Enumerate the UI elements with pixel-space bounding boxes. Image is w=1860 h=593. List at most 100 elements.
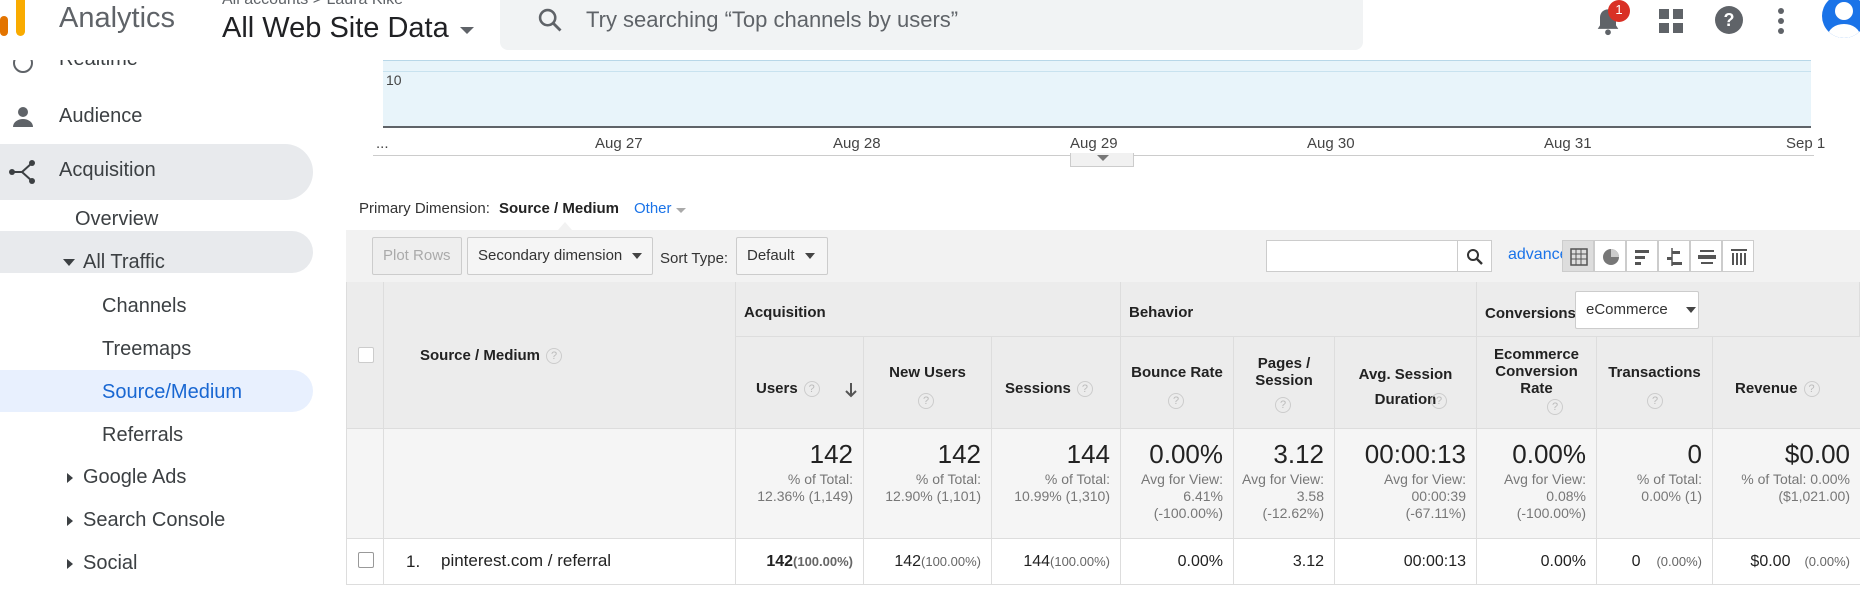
total-pages-session: 3.12 Avg for View: 3.58 (-12.62%) xyxy=(1234,429,1335,539)
apps-icon[interactable] xyxy=(1658,8,1684,34)
table-search-button[interactable] xyxy=(1458,240,1492,272)
help-icon[interactable]: ? xyxy=(1431,393,1447,409)
help-icon[interactable]: ? xyxy=(1076,381,1093,398)
sidebar-item-channels[interactable]: Channels xyxy=(102,295,187,317)
row-value: 142 xyxy=(894,553,922,570)
dimension-header[interactable]: Source / Medium? xyxy=(420,347,563,365)
col-ecommerce-conversion-rate[interactable]: Ecommerce Conversion Rate ? xyxy=(1477,337,1597,429)
search-icon xyxy=(538,8,562,32)
col-users-label-wrap: Users? xyxy=(756,380,820,398)
row-checkbox[interactable] xyxy=(358,552,374,568)
col-avg-session-duration[interactable]: Avg. Session Duration ? xyxy=(1335,337,1477,429)
col-users[interactable]: Users? xyxy=(736,337,864,429)
sidebar-item-search-console[interactable]: Search Console xyxy=(83,509,226,531)
col-new-users[interactable]: New Users ? xyxy=(864,337,992,429)
sidebar-item-acquisition[interactable]: Acquisition xyxy=(59,159,156,181)
view-term-cloud-icon[interactable] xyxy=(1690,240,1722,272)
chart-x-label: Sep 1 xyxy=(1786,135,1826,152)
row-users: 142(100.00%) xyxy=(736,539,864,585)
table-search-input[interactable] xyxy=(1266,240,1458,272)
row-pct: (100.00%) xyxy=(921,554,981,569)
view-pie-icon[interactable] xyxy=(1594,240,1626,272)
select-all-cell xyxy=(346,282,384,429)
view-performance-icon[interactable] xyxy=(1626,240,1658,272)
col-sessions[interactable]: Sessions? xyxy=(992,337,1121,429)
chart-x-label: Aug 27 xyxy=(595,135,643,152)
sort-type-dropdown[interactable]: Default xyxy=(736,237,828,275)
col-revenue-label-wrap: Revenue? xyxy=(1735,380,1820,398)
caret-down-icon xyxy=(63,259,75,266)
view-comparison-icon[interactable] xyxy=(1658,240,1690,272)
col-pages-session[interactable]: Pages / Session ? xyxy=(1234,337,1335,429)
total-sub: % of Total: 10.99% (1,310) xyxy=(1014,471,1110,504)
total-sub: % of Total: 0.00% ($1,021.00) xyxy=(1741,471,1850,504)
col-revenue[interactable]: Revenue? xyxy=(1713,337,1860,429)
chart-collapse-handle[interactable] xyxy=(1070,153,1134,167)
app-brand[interactable]: Analytics xyxy=(59,2,176,34)
advanced-filter-link[interactable]: advanced xyxy=(1508,246,1578,263)
row-value-wrap: 0 (0.00%) xyxy=(1632,553,1702,571)
sort-type-label: Sort Type: xyxy=(660,250,729,267)
total-sub: Avg for View: 6.41% (-100.00%) xyxy=(1141,471,1223,521)
total-sub: Avg for View: 00:00:39 (-67.11%) xyxy=(1384,471,1466,521)
table-row-dimension: 1. pinterest.com / referral xyxy=(384,539,736,585)
primary-dimension-source-medium[interactable]: Source / Medium xyxy=(499,200,620,217)
timeline-chart xyxy=(383,60,1811,128)
svg-text:?: ? xyxy=(1724,10,1735,30)
chevron-down-icon[interactable] xyxy=(460,27,474,34)
primary-dimension-other[interactable]: Other xyxy=(634,200,672,217)
view-table-icon[interactable] xyxy=(1562,240,1594,272)
total-transactions: 0 % of Total: 0.00% (1) xyxy=(1597,429,1713,539)
help-icon[interactable]: ? xyxy=(1168,393,1184,409)
row-bounce-rate: 0.00% xyxy=(1121,539,1234,585)
total-sub: % of Total: 12.90% (1,101) xyxy=(885,471,981,504)
help-icon[interactable]: ? xyxy=(1714,5,1744,35)
account-view-selector[interactable]: All Web Site Data xyxy=(222,12,449,44)
total-value: 142 xyxy=(809,439,853,469)
help-icon[interactable]: ? xyxy=(1547,399,1563,415)
sidebar-item-social[interactable]: Social xyxy=(83,552,138,574)
secondary-dimension-dropdown[interactable]: Secondary dimension xyxy=(467,237,653,275)
help-icon[interactable]: ? xyxy=(1647,393,1663,409)
row-source-link[interactable]: pinterest.com / referral xyxy=(441,551,612,570)
sidebar-item-referrals[interactable]: Referrals xyxy=(102,424,184,446)
sidebar-item-treemaps[interactable]: Treemaps xyxy=(102,338,192,360)
view-pivot-icon[interactable] xyxy=(1722,240,1754,272)
sidebar-item-audience[interactable]: Audience xyxy=(59,105,143,127)
sidebar-item-source-medium[interactable]: Source/Medium xyxy=(102,381,243,403)
total-value: 0 xyxy=(1687,439,1702,469)
plot-rows-button[interactable]: Plot Rows xyxy=(372,237,462,275)
row-value-wrap: $0.00 (0.00%) xyxy=(1750,553,1850,571)
caret-right-icon xyxy=(67,473,73,483)
col-bounce-rate[interactable]: Bounce Rate ? xyxy=(1121,337,1234,429)
chevron-down-icon[interactable] xyxy=(676,208,686,213)
col-transactions[interactable]: Transactions ? xyxy=(1597,337,1713,429)
table-toolbar: Plot Rows Secondary dimension Sort Type:… xyxy=(346,230,1860,282)
help-icon[interactable]: ? xyxy=(803,381,820,398)
dimension-header-label: Source / Medium xyxy=(420,347,541,364)
more-vert-icon[interactable] xyxy=(1776,8,1786,34)
conversions-dropdown[interactable]: eCommerce xyxy=(1575,291,1699,329)
total-sessions: 144 % of Total: 10.99% (1,310) xyxy=(992,429,1121,539)
sidebar-item-all-traffic[interactable]: All Traffic xyxy=(83,251,165,273)
sort-descending-icon[interactable] xyxy=(844,382,858,398)
help-icon[interactable]: ? xyxy=(1275,397,1291,413)
search-bar[interactable]: Try searching “Top channels by users” xyxy=(500,0,1363,50)
help-icon[interactable]: ? xyxy=(546,348,563,365)
breadcrumb[interactable]: All accounts > Laura Kike xyxy=(222,0,403,9)
help-icon[interactable]: ? xyxy=(918,393,934,409)
help-icon[interactable]: ? xyxy=(1803,381,1820,398)
search-input[interactable]: Try searching “Top channels by users” xyxy=(586,7,959,32)
notification-badge: 1 xyxy=(1608,0,1630,22)
row-avg-session-duration: 00:00:13 xyxy=(1335,539,1477,585)
row-value: 0.00% xyxy=(1177,553,1223,570)
select-all-checkbox[interactable] xyxy=(358,347,374,363)
total-sub: Avg for View: 0.08% (-100.00%) xyxy=(1504,471,1586,521)
avatar[interactable] xyxy=(1822,0,1860,38)
chevron-down-icon xyxy=(1685,307,1696,314)
total-bounce-rate: 0.00% Avg for View: 6.41% (-100.00%) xyxy=(1121,429,1234,539)
sort-type-value: Default xyxy=(747,247,795,264)
sidebar-item-overview[interactable]: Overview xyxy=(75,208,159,230)
sidebar-item-google-ads[interactable]: Google Ads xyxy=(83,466,187,488)
sidebar-item-all-traffic-highlight xyxy=(0,231,313,273)
